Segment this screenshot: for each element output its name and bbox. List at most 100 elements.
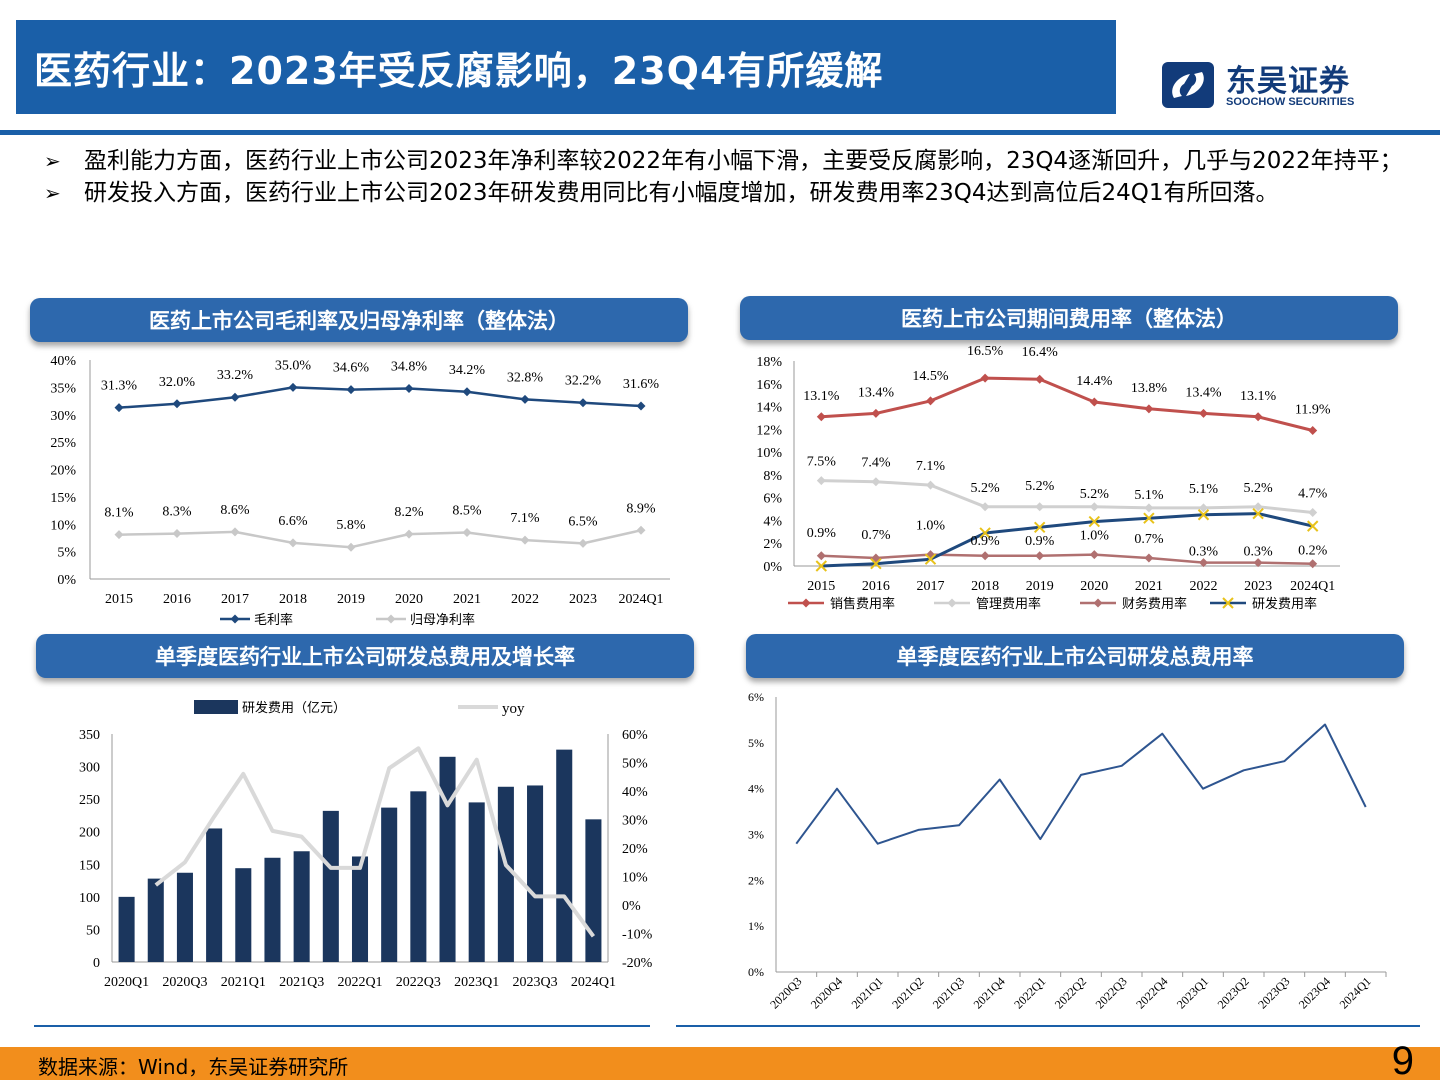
chart-expense-ratios: 0% 2% 4% 6% 8% 10% 12% 14% 16% 18% 2015 2016 2017 201… (756, 345, 1340, 612)
data-label-net-margin: 7.1% (510, 511, 540, 526)
point-sales (1199, 408, 1208, 418)
point-net-margin (520, 535, 530, 545)
data-label-finance: 0.9% (807, 526, 837, 541)
x-tick-label: 2021 (453, 592, 481, 607)
point-net-margin (346, 542, 356, 552)
point-sales (871, 408, 881, 418)
x-tick-label: 2024Q1 (618, 592, 663, 607)
x-tick-label: 2019 (1026, 579, 1054, 594)
data-label-sales: 13.4% (858, 385, 895, 400)
point-finance (816, 551, 826, 561)
series-line-sales (821, 376, 1314, 432)
point-rd (1197, 509, 1210, 521)
x-tick-label: 2019 (337, 592, 365, 607)
y2-tick-label: 30% (622, 814, 648, 829)
data-label-sales: 13.1% (1240, 389, 1277, 404)
series-line-yoy (154, 746, 596, 938)
bar-rd-expense (351, 856, 369, 962)
x-tick-label: 2016 (163, 592, 191, 607)
data-label-sales: 13.1% (803, 389, 840, 404)
logo-cn-text: 东吴证券 (1226, 64, 1350, 99)
bar-rd-expense (468, 802, 485, 962)
x-tick-label: 2022Q3 (396, 975, 441, 990)
data-label-finance: 0.7% (861, 528, 891, 543)
x-tick-label: 2020Q4 (808, 974, 845, 1011)
point-admin (1199, 503, 1208, 513)
data-label-admin: 5.1% (1134, 488, 1164, 503)
data-label-gross-margin: 32.8% (507, 370, 544, 385)
y-tick-label: 10% (50, 518, 76, 533)
y-tick-label: 4% (748, 782, 764, 796)
legend-swatch-rd-expense (194, 700, 238, 714)
bar-rd-expense (118, 896, 135, 962)
data-label-finance: 0.2% (1298, 544, 1328, 559)
x-tick-label: 2020 (1080, 579, 1108, 594)
data-label-admin: 5.2% (971, 481, 1001, 496)
legend-marker-sales (801, 598, 811, 608)
legend-label-sales: 销售费用率 (830, 596, 895, 612)
point-rd (815, 560, 828, 572)
y-tick-label: 10% (756, 446, 782, 461)
x-tick-label: 2023Q3 (1255, 974, 1292, 1011)
x-tick-label: 2021Q2 (889, 974, 926, 1011)
bar-rd-expense (381, 807, 398, 962)
legend-marker-rd (1222, 597, 1234, 609)
legend-marker-admin (947, 598, 957, 608)
y-tick-label: 150 (79, 858, 100, 873)
x-tick-label: 2024Q1 (571, 975, 616, 990)
chart-rd-expense: 0 50 100 150 200 250 300 350 -20% -10% 0% 10% 20% 30%… (79, 700, 653, 990)
legend-marker-finance (1093, 598, 1103, 608)
x-tick-label: 2015 (105, 592, 133, 607)
data-label-admin: 7.5% (807, 455, 837, 470)
data-label-net-margin: 8.6% (220, 503, 250, 518)
legend-label-net-margin: 归母净利率 (410, 612, 475, 628)
data-label-net-margin: 8.9% (626, 501, 656, 516)
data-label-net-margin: 8.5% (452, 503, 482, 518)
legend-marker-net-margin (386, 614, 396, 624)
y2-tick-label: 40% (622, 785, 648, 800)
arrow-bullet-icon: ➢ (44, 181, 61, 205)
point-gross-margin (578, 398, 588, 408)
point-rd (1306, 520, 1319, 532)
y-tick-label: 5% (748, 736, 764, 750)
point-gross-margin (520, 394, 530, 404)
point-admin (816, 476, 826, 486)
point-net-margin (636, 525, 646, 535)
series-line-admin (821, 479, 1313, 514)
point-gross-margin (230, 392, 240, 402)
y2-tick-label: -10% (622, 928, 653, 943)
x-tick-label: 2021 (1135, 579, 1163, 594)
x-tick-label: 2023 (569, 592, 597, 607)
chart-rd-ratio: 0%1%2%3%4%5%6%2020Q3 2020Q4 2021Q1 2021Q2 20… (748, 690, 1387, 1011)
y-tick-label: 12% (756, 423, 782, 438)
x-tick-label: 2022 (1190, 579, 1218, 594)
point-sales (816, 412, 826, 422)
series-line-gross-margin (118, 386, 642, 409)
point-rd (1088, 515, 1101, 528)
x-tick-label: 2023Q4 (1296, 974, 1333, 1011)
bullet-text: 盈利能力方面，医药行业上市公司2023年净利率较2022年有小幅下滑，主要受反腐… (84, 148, 1403, 174)
y2-tick-label: 20% (622, 842, 648, 857)
x-tick-label: 2021Q4 (971, 974, 1008, 1011)
panel-title-expenses: 医药上市公司期间费用率（整体法） (740, 296, 1398, 340)
x-tick-label: 2015 (807, 579, 835, 594)
y-tick-label: 50 (86, 923, 100, 938)
x-tick-label: 2022Q3 (1093, 974, 1130, 1011)
point-admin (926, 480, 935, 490)
y-tick-label: 6% (748, 690, 764, 704)
data-label-sales: 16.5% (967, 345, 1004, 359)
x-tick-label: 2022 (511, 592, 539, 607)
point-rd (1033, 521, 1046, 533)
point-finance (1253, 558, 1263, 568)
point-admin (1308, 507, 1318, 517)
panel-title-margins: 医药上市公司毛利率及归母净利率（整体法） (30, 298, 688, 342)
data-label-net-margin: 8.1% (104, 506, 134, 521)
y-tick-label: 0% (763, 560, 782, 575)
y-tick-label: 40% (50, 354, 76, 369)
data-label-sales: 11.9% (1295, 402, 1331, 417)
point-gross-margin (172, 399, 182, 409)
point-sales (1308, 425, 1318, 435)
data-label-finance: 0.9% (971, 534, 1001, 549)
y-tick-label: 16% (756, 378, 782, 393)
x-tick-label: 2018 (279, 592, 307, 607)
